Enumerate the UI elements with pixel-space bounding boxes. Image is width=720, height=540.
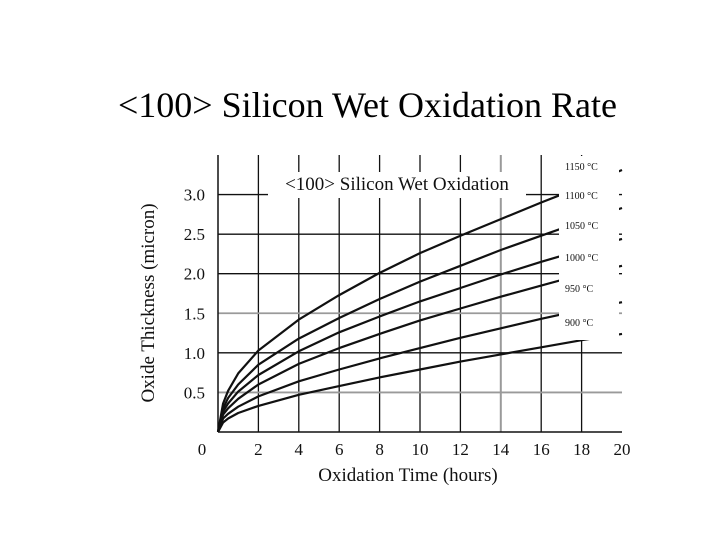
series-line-5 — [217, 332, 623, 433]
series-line-0 — [216, 168, 623, 433]
inner-title-backing — [268, 172, 526, 198]
x-tick-label-1: 2 — [254, 440, 263, 459]
x-tick-label-9: 18 — [573, 440, 590, 459]
series-label-2: 1050 °C — [565, 221, 598, 232]
plot-frame — [217, 155, 622, 433]
x-axis-label: Oxidation Time (hours) — [318, 465, 497, 486]
y-tick-label-1: 1.0 — [184, 344, 205, 363]
series-label-4: 950 °C — [565, 284, 593, 295]
chart-inner-title: <100> Silicon Wet Oxidation — [285, 174, 509, 195]
x-tick-label-0: 0 — [198, 440, 207, 459]
x-tick-label-4: 8 — [375, 440, 384, 459]
series-label-5: 900 °C — [565, 318, 593, 329]
curve-layer — [216, 168, 623, 433]
series-label-3: 1000 °C — [565, 253, 598, 264]
label-layer: 0 2 4 6 8 10 12 14 16 18 20 0.5 1.0 1.5 2.0 2.5 3.0 1150 … — [184, 156, 631, 459]
series-line-2 — [216, 237, 623, 433]
series-line-1 — [216, 206, 623, 433]
curve-label-backing — [559, 156, 619, 340]
series-line-3 — [216, 264, 623, 433]
x-tick-label-6: 12 — [452, 440, 469, 459]
x-tick-label-2: 4 — [295, 440, 304, 459]
slide-title: <100> Silicon Wet Oxidation Rate — [118, 85, 617, 125]
x-tick-label-3: 6 — [335, 440, 344, 459]
x-tick-label-7: 14 — [492, 440, 510, 459]
y-tick-label-2: 1.5 — [184, 304, 205, 323]
y-tick-label-0: 0.5 — [184, 383, 205, 402]
y-tick-label-3: 2.0 — [184, 265, 205, 284]
x-tick-label-5: 10 — [412, 440, 429, 459]
x-tick-label-10: 20 — [614, 440, 631, 459]
series-label-1: 1100 °C — [565, 191, 598, 202]
y-tick-label-5: 3.0 — [184, 186, 205, 205]
x-tick-label-8: 16 — [533, 440, 550, 459]
series-label-0: 1150 °C — [565, 162, 598, 173]
y-tick-label-4: 2.5 — [184, 225, 205, 244]
series-line-4 — [216, 301, 623, 433]
y-axis-label: Oxide Thickness (micron) — [138, 203, 159, 402]
